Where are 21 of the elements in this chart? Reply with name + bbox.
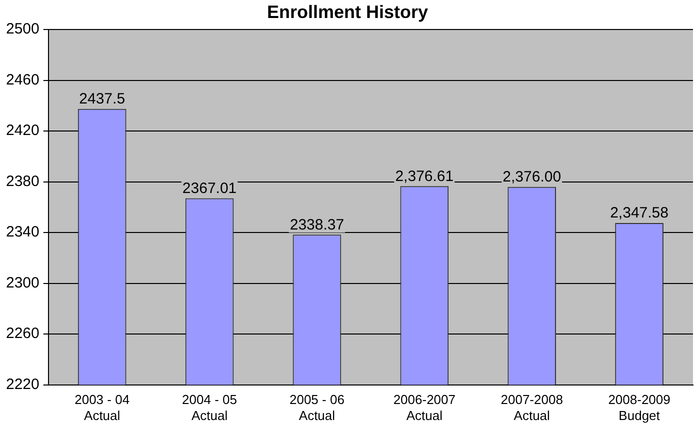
data-label: 2437.5: [79, 90, 126, 108]
x-tick-label: 2006-2007 Actual: [393, 392, 456, 423]
y-tick-label: 2220: [6, 376, 40, 393]
x-tick-label: 2004 - 05 Actual: [182, 392, 237, 423]
y-tick-label: 2380: [6, 172, 40, 190]
y-tick-label: 2460: [6, 71, 40, 88]
x-tick-label: 2003 - 04 Actual: [74, 392, 130, 423]
data-label: 2367.01: [182, 180, 237, 197]
y-tick-label: 2500: [6, 20, 40, 38]
y-tick-label: 2260: [6, 325, 40, 342]
y-tick-label: 2340: [6, 224, 40, 241]
data-label: 2,376.00: [502, 168, 562, 186]
x-tick-label: 2007-2008 Actual: [500, 392, 563, 423]
x-tick-label: 2005 - 06 Actual: [289, 392, 344, 423]
data-label: 2,347.58: [610, 204, 668, 222]
data-label: 2338.37: [290, 216, 344, 234]
x-tick-label: 2008-2009 Budget: [608, 392, 670, 423]
y-tick-label: 2300: [6, 274, 40, 292]
data-label: 2,376.61: [395, 168, 454, 185]
chart-title: Enrollment History: [266, 2, 428, 22]
y-tick-label: 2420: [6, 122, 40, 140]
